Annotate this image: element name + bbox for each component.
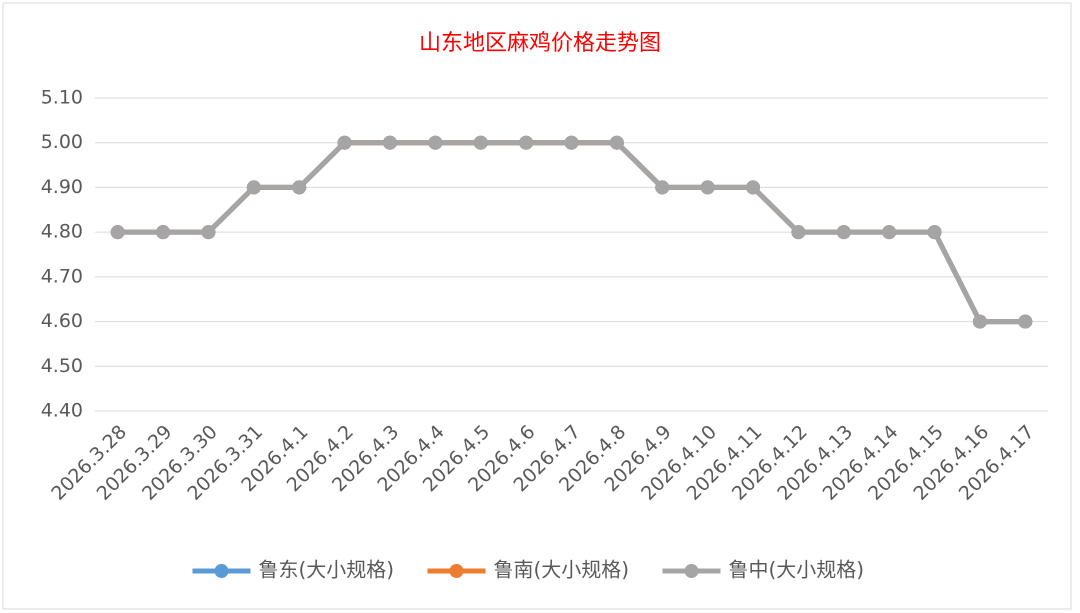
- data-point: [382, 135, 397, 150]
- y-tick-label: 4.80: [41, 221, 83, 243]
- data-point: [564, 135, 579, 150]
- y-tick-label: 4.50: [41, 355, 83, 377]
- y-tick-label: 4.70: [41, 265, 83, 287]
- legend-marker: [214, 564, 229, 578]
- data-point: [473, 135, 488, 150]
- data-point: [700, 180, 715, 195]
- data-point: [791, 225, 806, 240]
- data-point: [882, 225, 897, 240]
- data-point: [927, 225, 942, 240]
- data-point: [110, 225, 125, 240]
- y-tick-label: 5.10: [41, 87, 83, 109]
- data-point: [201, 225, 216, 240]
- data-point: [292, 180, 307, 195]
- chart-title: 山东地区麻鸡价格走势图: [419, 31, 661, 56]
- data-point: [156, 225, 171, 240]
- legend-marker: [684, 564, 699, 578]
- data-point: [746, 180, 761, 195]
- y-tick-label: 4.40: [41, 400, 83, 422]
- legend-label: 鲁东(大小规格): [259, 558, 395, 582]
- y-tick-label: 4.60: [41, 310, 83, 332]
- data-point: [655, 180, 670, 195]
- data-point: [1018, 314, 1033, 329]
- legend-label: 鲁中(大小规格): [729, 558, 865, 582]
- data-point: [519, 135, 534, 150]
- data-point: [428, 135, 443, 150]
- data-point: [972, 314, 987, 329]
- y-tick-label: 5.00: [41, 131, 83, 153]
- data-point: [246, 180, 261, 195]
- y-tick-label: 4.90: [41, 176, 83, 198]
- data-point: [609, 135, 624, 150]
- legend-marker: [449, 564, 464, 578]
- data-point: [836, 225, 851, 240]
- legend-label: 鲁南(大小规格): [494, 558, 630, 582]
- data-point: [337, 135, 352, 150]
